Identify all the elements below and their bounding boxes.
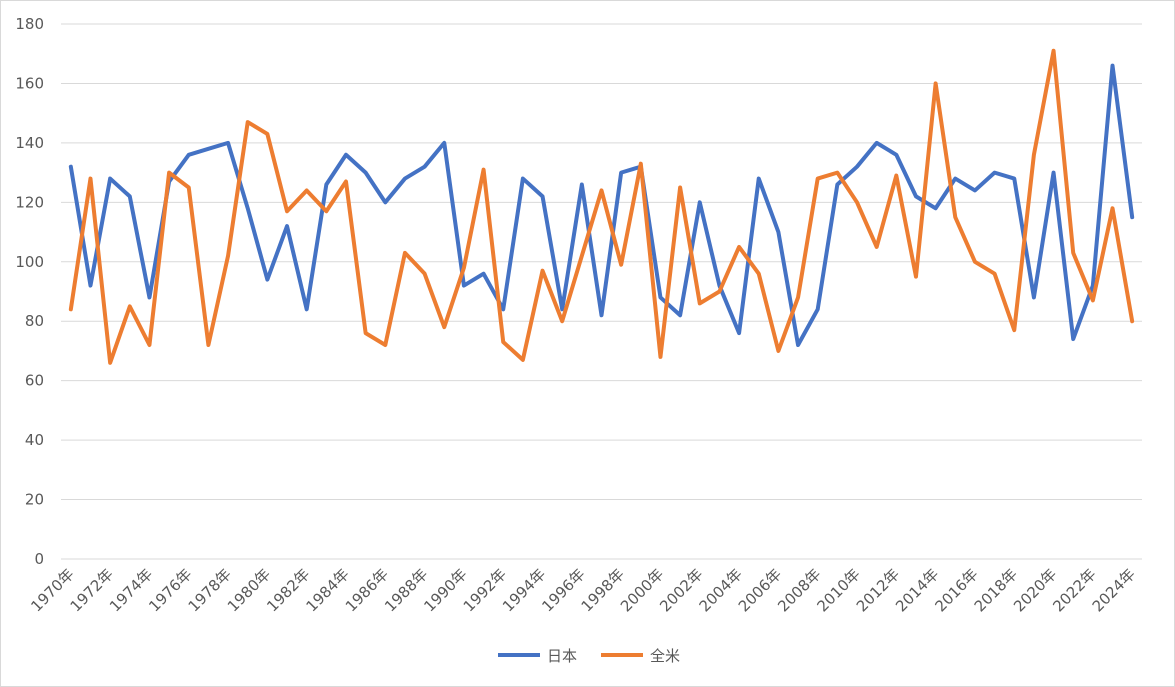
legend-label-japan: 日本 <box>547 647 577 665</box>
y-tick-label: 0 <box>34 550 44 568</box>
y-tick-label: 180 <box>15 15 44 33</box>
x-tick-label: 1996年 <box>538 565 588 615</box>
x-tick-label: 2002年 <box>656 565 706 615</box>
x-tick-label: 2024年 <box>1089 565 1139 615</box>
x-tick-label: 2008年 <box>774 565 824 615</box>
x-tick-label: 1992年 <box>460 565 510 615</box>
x-tick-label: 2014年 <box>892 565 942 615</box>
series-line-us <box>68 48 1135 365</box>
x-axis-tick-labels: 1970年1972年1974年1976年1978年1980年1982年1984年… <box>27 565 1139 615</box>
x-tick-label: 2020年 <box>1010 565 1060 615</box>
x-tick-label: 2010年 <box>814 565 864 615</box>
x-tick-label: 1994年 <box>499 565 549 615</box>
series-line-japan <box>68 63 1135 347</box>
gridlines <box>61 23 1142 560</box>
x-tick-label: 1990年 <box>420 565 470 615</box>
y-tick-label: 140 <box>15 134 44 152</box>
y-tick-label: 80 <box>25 312 44 330</box>
x-tick-label: 1976年 <box>145 565 195 615</box>
series-lines <box>68 48 1135 365</box>
x-tick-label: 2004年 <box>696 565 746 615</box>
x-tick-label: 1980年 <box>224 565 274 615</box>
x-tick-label: 1978年 <box>185 565 235 615</box>
x-tick-label: 1988年 <box>381 565 431 615</box>
legend: 日本 全米 <box>498 647 680 665</box>
x-tick-label: 2016年 <box>931 565 981 615</box>
x-tick-label: 1982年 <box>263 565 313 615</box>
x-tick-label: 1972年 <box>67 565 117 615</box>
y-tick-label: 160 <box>15 74 44 92</box>
x-tick-label: 2018年 <box>971 565 1021 615</box>
x-tick-label: 2022年 <box>1049 565 1099 615</box>
y-tick-label: 40 <box>25 431 44 449</box>
x-tick-label: 2000年 <box>617 565 667 615</box>
x-tick-label: 1998年 <box>578 565 628 615</box>
x-tick-label: 2012年 <box>853 565 903 615</box>
x-tick-label: 1974年 <box>106 565 156 615</box>
legend-label-us: 全米 <box>650 647 680 665</box>
y-tick-label: 100 <box>15 253 44 271</box>
y-tick-label: 20 <box>25 491 44 509</box>
y-axis-tick-labels: 0 20 40 60 80 100 120 140 160 180 <box>15 15 44 568</box>
x-tick-label: 1984年 <box>302 565 352 615</box>
y-tick-label: 120 <box>15 193 44 211</box>
x-tick-label: 2006年 <box>735 565 785 615</box>
x-tick-label: 1986年 <box>342 565 392 615</box>
x-tick-label: 1970年 <box>27 565 77 615</box>
y-tick-label: 60 <box>25 372 44 390</box>
